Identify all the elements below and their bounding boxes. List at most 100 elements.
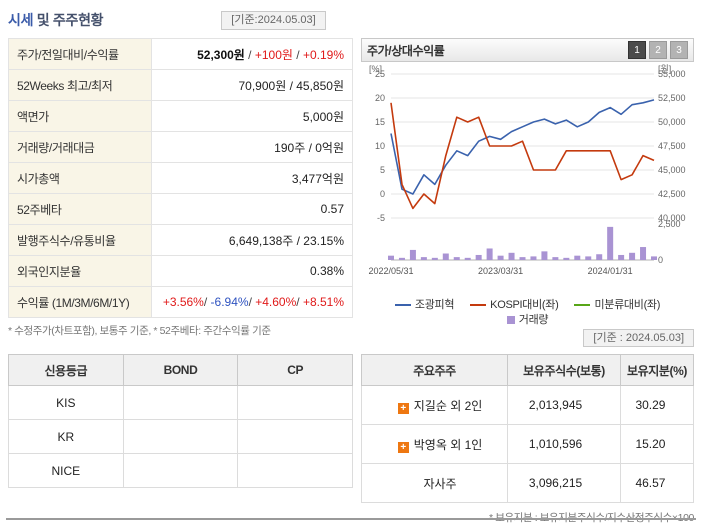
chart-period-button-1[interactable]: 1 [628,41,646,59]
svg-text:25: 25 [375,69,385,79]
credit-row: NICE [8,453,353,488]
value-segment: / [292,47,303,62]
svg-text:2024/01/31: 2024/01/31 [588,266,633,276]
svg-text:40,000: 40,000 [658,213,686,223]
quote-row-label: 52Weeks 최고/최저 [8,69,152,101]
quote-row-label: 발행주식수/유통비율 [8,224,152,256]
quote-table-body: 주가/전일대비/수익률 52,300원 / +100원 / +0.19% 52Wee… [8,38,353,318]
quote-row-value: 190주 / 0억원 [151,131,353,163]
svg-text:[%]: [%] [369,64,382,74]
credit-cell [237,453,353,488]
credit-cell: KIS [8,385,124,420]
credit-rating-panel: 신용등급 BOND CP KIS KR NICE [8,354,353,525]
legend-line-marker [470,303,487,306]
value-segment: 0.38% [309,264,344,278]
quote-row-value: 0.57 [151,193,353,225]
value-segment: / [296,295,303,309]
chart-period-button-3[interactable]: 3 [670,41,688,59]
credit-table-body: KIS KR NICE [8,385,353,488]
shareholder-row: + 지길순 외 2인 2,013,945 30.29 [360,385,695,425]
value-segment: 52,300원 [197,47,245,62]
credit-cell [122,453,239,488]
quote-row-label: 52주베타 [8,193,152,225]
svg-text:2023/03/31: 2023/03/31 [478,266,523,276]
credit-header-row: 신용등급 BOND CP [8,354,353,386]
value-segment: 3,477억원 [291,171,344,186]
chart-title: 주가/상대수익률 [367,43,445,58]
quote-row-label: 수익률 (1M/3M/6M/1Y) [8,286,152,318]
quote-row: 거래량/거래대금 190주 / 0억원 [8,131,353,163]
shareholder-percent: 15.20 [619,424,695,464]
credit-row: KIS [8,385,353,420]
shareholder-name: + 지길순 외 2인 [360,385,509,425]
holders-table-body: + 지길순 외 2인 2,013,945 30.29 + 박영옥 외 1인 1,010,59… [360,385,695,503]
price-chart: [%] [원] 25 20 15 10 5 0 -5 55,000 52,500 50,000 47,5… [361,62,694,294]
page-title: 시세 및 주주현황 [8,10,104,30]
shareholder-row: + 박영옥 외 1인 1,010,596 15.20 [360,424,695,464]
svg-text:55,000: 55,000 [658,69,686,79]
quote-row: 52주베타 0.57 [8,193,353,225]
shareholder-shares: 1,010,596 [507,424,621,464]
legend-row-volume: 거래량 [361,311,694,326]
quote-row-label: 주가/전일대비/수익률 [8,38,152,70]
svg-text:-5: -5 [377,213,385,223]
credit-cell [237,385,353,420]
svg-text:15: 15 [375,117,385,127]
svg-text:2,500: 2,500 [658,219,681,229]
quote-table: 주가/전일대비/수익률 52,300원 / +100원 / +0.19% 52Wee… [8,38,353,318]
major-shareholders-panel: 주요주주 보유주식수(보통) 보유지분(%) + 지길순 외 2인 2,013,945 3… [360,354,695,525]
quote-row-label: 거래량/거래대금 [8,131,152,163]
shareholder-shares: 3,096,215 [507,463,621,503]
quote-row-value: 3,477억원 [151,162,353,194]
quote-row: 수익률 (1M/3M/6M/1Y) +3.56%/ -6.94%/ +4.60%/… [8,286,353,318]
holders-header-row: 주요주주 보유주식수(보통) 보유지분(%) [360,354,695,386]
expand-plus-icon[interactable]: + [397,402,409,414]
quote-row: 발행주식수/유통비율 6,649,138주 / 23.15% [8,224,353,256]
holders-header-cell: 주요주주 [360,354,509,386]
value-segment: 190주 / 0억원 [274,140,344,155]
quote-row-label: 액면가 [8,100,152,132]
major-shareholders-table: 주요주주 보유주식수(보통) 보유지분(%) + 지길순 외 2인 2,013,945 3… [360,354,695,503]
value-segment: +4.60% [255,295,297,309]
value-segment: / [203,295,211,309]
page-title-secondary: 및 주주현황 [36,12,104,28]
page-title-primary: 시세 [8,12,34,28]
quote-row-label: 시가총액 [8,162,152,194]
credit-cell: NICE [8,453,124,488]
quote-row: 주가/전일대비/수익률 52,300원 / +100원 / +0.19% [8,38,353,70]
legend-line-marker [574,303,591,306]
quote-row: 52Weeks 최고/최저 70,900원 / 45,850원 [8,69,353,101]
svg-text:2022/05/31: 2022/05/31 [368,266,413,276]
chart-period-button-2[interactable]: 2 [649,41,667,59]
svg-text:47,500: 47,500 [658,141,686,151]
value-segment: +3.56% [162,295,204,309]
credit-header-cell: 신용등급 [8,354,124,386]
quote-row-label: 외국인지분율 [8,255,152,287]
shareholder-percent: 30.29 [619,385,695,425]
svg-text:50,000: 50,000 [658,117,686,127]
legend-item: 거래량 [506,311,549,327]
legend-bar-marker [506,315,515,324]
shareholder-name: 자사주 [360,463,509,503]
svg-text:5: 5 [380,165,385,175]
quote-panel: 주가/전일대비/수익률 52,300원 / +100원 / +0.19% 52Wee… [8,38,353,345]
svg-text:[원]: [원] [658,64,671,74]
credit-rating-table: 신용등급 BOND CP KIS KR NICE [8,354,353,488]
legend-item: 미분류대비(좌) [574,296,660,312]
value-segment: -6.94% [210,295,249,309]
svg-text:52,500: 52,500 [658,93,686,103]
expand-plus-icon[interactable]: + [397,441,409,453]
holders-header-cell: 보유주식수(보통) [507,354,621,386]
value-segment: +100원 [254,47,293,62]
shareholder-percent: 46.57 [619,463,695,503]
svg-text:20: 20 [375,93,385,103]
value-segment: +0.19% [302,47,344,62]
reference-date-badge: [기준:2024.05.03] [221,10,326,30]
quote-row-value: 52,300원 / +100원 / +0.19% [151,38,353,70]
legend-item: 조광피혁 [394,296,454,312]
svg-text:45,000: 45,000 [658,165,686,175]
value-segment: / [248,295,256,309]
quote-row-value: 5,000원 [151,100,353,132]
